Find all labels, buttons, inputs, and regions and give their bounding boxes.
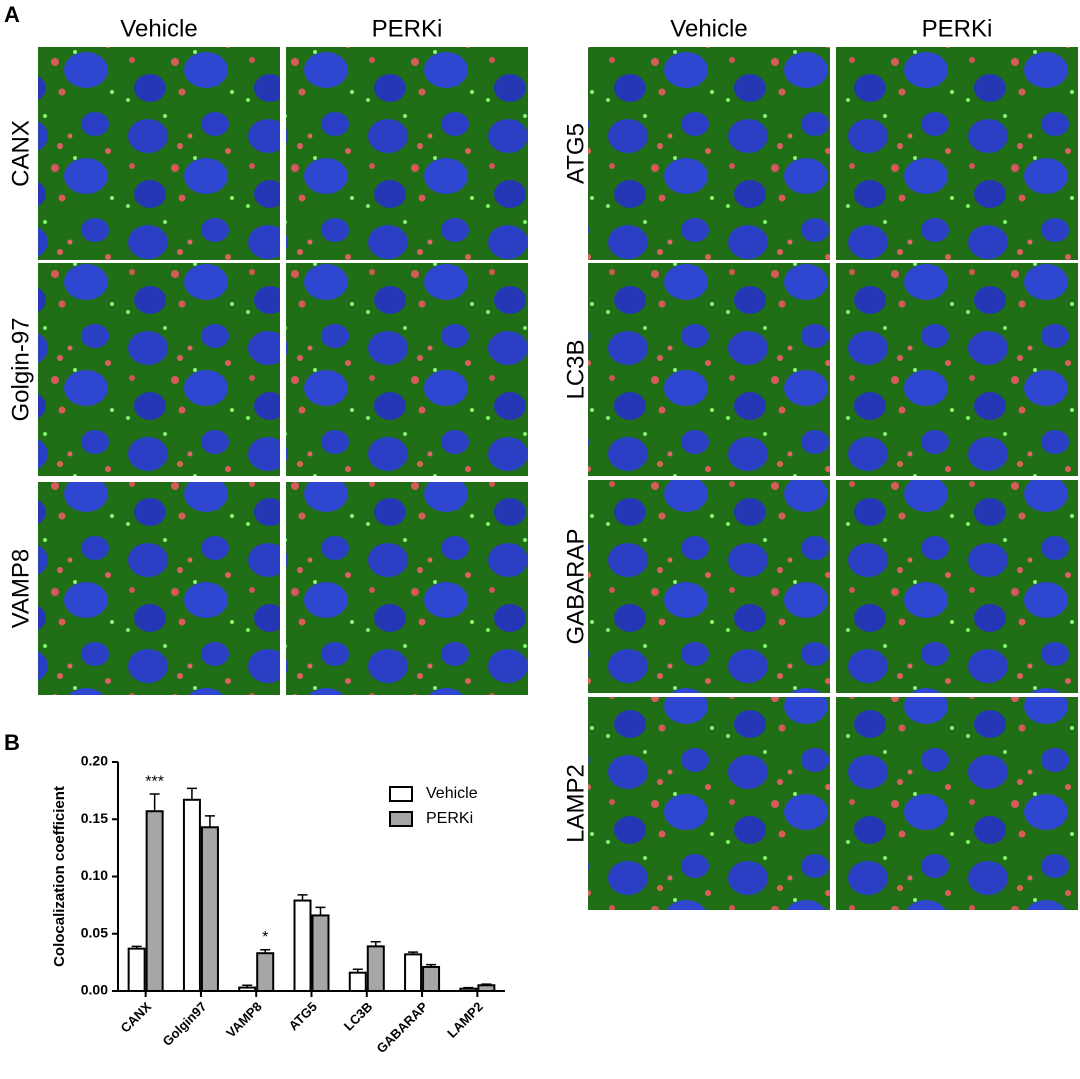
row-label: VAMP8 [7, 549, 34, 629]
x-tick-label: GABARAP [374, 999, 431, 1056]
bar [366, 945, 385, 992]
bar [200, 826, 219, 993]
bar [256, 952, 275, 993]
micrograph [588, 263, 830, 476]
error-bar [242, 984, 253, 988]
micrograph [286, 47, 528, 260]
error-bar [463, 986, 474, 989]
bar [404, 953, 423, 992]
legend-label: Vehicle [426, 785, 478, 802]
micrograph [836, 263, 1078, 476]
column-header: PERKi [922, 15, 993, 42]
bar [422, 965, 441, 993]
column-header: PERKi [372, 15, 443, 42]
micrograph [588, 480, 830, 693]
y-axis-label: Colocalization coefficient [51, 786, 68, 967]
row-label: GABARAP [562, 528, 589, 644]
column-header: Vehicle [670, 15, 747, 42]
bar [477, 984, 496, 993]
error-bar [315, 906, 326, 916]
bar [311, 914, 330, 992]
x-tick-label: ATG5 [286, 999, 320, 1033]
bar [182, 798, 201, 992]
micrograph [836, 47, 1078, 260]
bar [459, 987, 478, 993]
y-tick-label: 0.05 [81, 924, 108, 940]
legend-label: PERKi [426, 810, 473, 827]
bar [145, 810, 164, 992]
row-label: ATG5 [562, 123, 589, 184]
row-label: CANX [7, 120, 34, 187]
y-tick-label: 0.00 [81, 982, 108, 998]
y-tick-label: 0.10 [81, 867, 108, 883]
micrograph [286, 263, 528, 476]
row-label: Golgin-97 [7, 317, 34, 421]
x-tick-label: LAMP2 [444, 999, 486, 1041]
error-bar [149, 793, 160, 812]
bar [348, 971, 367, 992]
micrograph [38, 482, 280, 695]
x-tick-label: LC3B [341, 999, 376, 1034]
x-tick-label: CANX [118, 999, 155, 1036]
y-tick-label: 0.20 [81, 753, 108, 769]
error-bar [426, 963, 437, 967]
micrograph [286, 482, 528, 695]
micrograph [836, 697, 1078, 910]
x-tick-label: Golgin97 [160, 999, 210, 1049]
panel-label: B [4, 730, 20, 755]
column-header: Vehicle [120, 15, 197, 42]
row-label: LC3B [562, 339, 589, 399]
micrograph [836, 480, 1078, 693]
significance-label: *** [145, 773, 164, 790]
micrograph [588, 47, 830, 260]
panel-label: A [4, 2, 20, 27]
significance-label: * [262, 929, 268, 946]
legend-swatch [389, 811, 413, 827]
bar [127, 947, 146, 993]
bar [238, 986, 257, 993]
x-tick-label: VAMP8 [223, 999, 265, 1041]
error-bar [370, 941, 381, 947]
error-bar [408, 951, 419, 955]
row-label: LAMP2 [562, 764, 589, 843]
micrograph [588, 697, 830, 910]
y-tick-label: 0.15 [81, 810, 108, 826]
error-bar [186, 787, 197, 800]
error-bar [260, 949, 271, 954]
micrograph [38, 263, 280, 476]
error-bar [481, 983, 492, 986]
error-bar [204, 815, 215, 828]
bar [293, 899, 312, 992]
error-bar [131, 945, 142, 949]
error-bar [297, 894, 308, 901]
micrograph [38, 47, 280, 260]
error-bar [352, 968, 363, 973]
legend-swatch [389, 786, 413, 802]
